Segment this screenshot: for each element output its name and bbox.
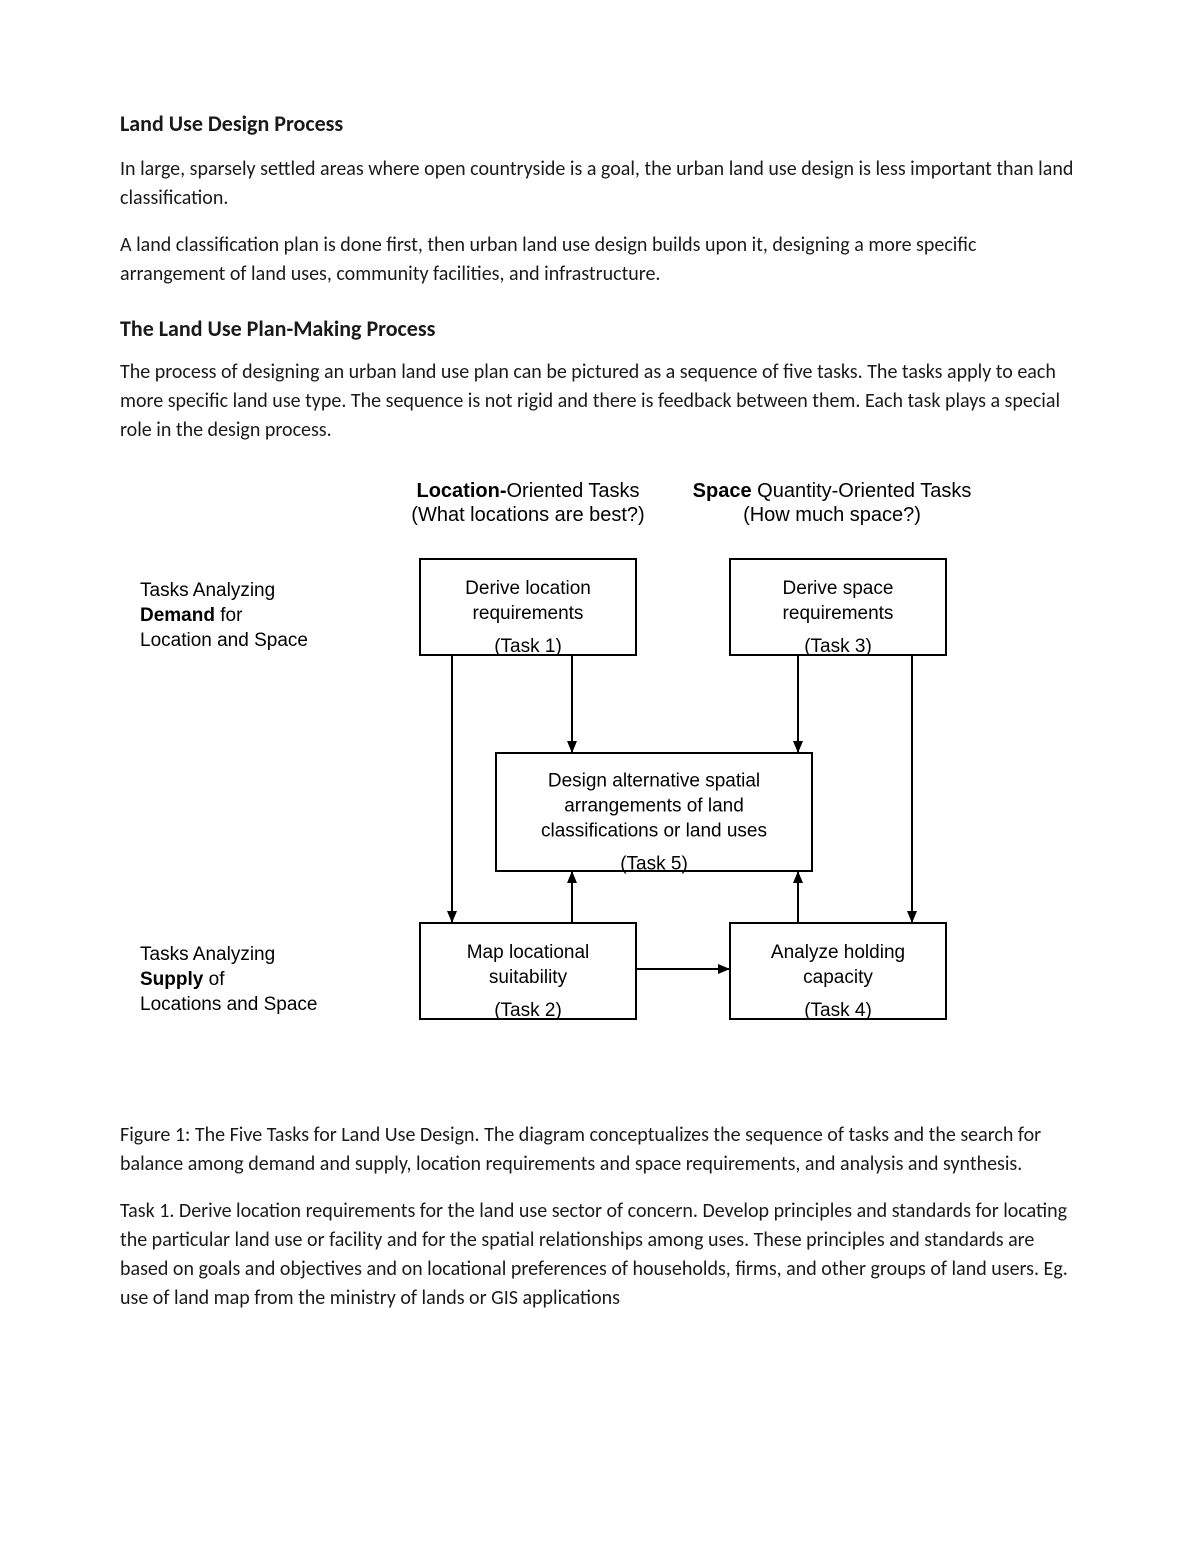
- svg-text:Analyze holding: Analyze holding: [771, 942, 905, 963]
- figure-1-caption: Figure 1: The Five Tasks for Land Use De…: [120, 1121, 1080, 1179]
- document-page: Land Use Design Process In large, sparse…: [0, 0, 1200, 1553]
- svg-text:requirements: requirements: [783, 603, 894, 624]
- paragraph-intro-2: A land classification plan is done first…: [120, 231, 1080, 289]
- svg-text:suitability: suitability: [489, 967, 568, 988]
- svg-text:(How much space?): (How much space?): [743, 504, 921, 526]
- svg-text:arrangements of land: arrangements of land: [564, 796, 744, 817]
- heading-1: Land Use Design Process: [120, 110, 1080, 137]
- heading-2: The Land Use Plan-Making Process: [120, 315, 1080, 342]
- svg-text:Space Quantity-Oriented Tasks: Space Quantity-Oriented Tasks: [693, 480, 972, 502]
- svg-text:Locations and Space: Locations and Space: [140, 994, 317, 1015]
- svg-text:(Task 1): (Task 1): [494, 636, 562, 657]
- svg-text:Location-Oriented Tasks: Location-Oriented Tasks: [416, 480, 639, 502]
- svg-text:Location and Space: Location and Space: [140, 630, 308, 651]
- svg-text:Map locational: Map locational: [467, 942, 590, 963]
- paragraph-intro-1: In large, sparsely settled areas where o…: [120, 155, 1080, 213]
- svg-text:Tasks Analyzing: Tasks Analyzing: [140, 944, 275, 965]
- svg-text:capacity: capacity: [803, 967, 873, 988]
- flowchart-svg: Location-Oriented Tasks(What locations a…: [120, 463, 1080, 1103]
- figure-1-diagram: Location-Oriented Tasks(What locations a…: [120, 463, 1080, 1103]
- svg-text:(Task 5): (Task 5): [620, 854, 688, 875]
- svg-text:(Task 4): (Task 4): [804, 1000, 872, 1021]
- paragraph-task-1: Task 1. Derive location requirements for…: [120, 1197, 1080, 1313]
- svg-text:classifications or land uses: classifications or land uses: [541, 821, 767, 842]
- svg-text:Derive location: Derive location: [465, 578, 591, 599]
- paragraph-process: The process of designing an urban land u…: [120, 358, 1080, 445]
- svg-text:Tasks Analyzing: Tasks Analyzing: [140, 580, 275, 601]
- svg-text:Design alternative spatial: Design alternative spatial: [548, 771, 760, 792]
- svg-text:Derive space: Derive space: [783, 578, 894, 599]
- svg-text:Supply of: Supply of: [140, 969, 225, 990]
- svg-text:(Task 2): (Task 2): [494, 1000, 562, 1021]
- svg-text:(What locations are best?): (What locations are best?): [411, 504, 644, 526]
- svg-text:requirements: requirements: [473, 603, 584, 624]
- svg-text:(Task 3): (Task 3): [804, 636, 872, 657]
- svg-text:Demand for: Demand for: [140, 605, 243, 626]
